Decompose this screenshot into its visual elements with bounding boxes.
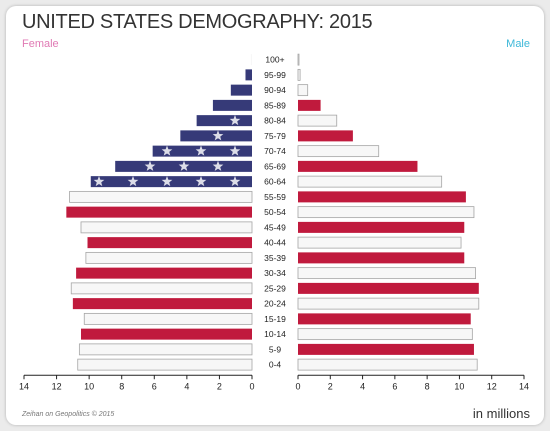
age-label: 0-4 bbox=[269, 360, 282, 370]
star-icon bbox=[195, 145, 207, 156]
chart-title: UNITED STATES DEMOGRAPHY: 2015 bbox=[22, 11, 373, 33]
bar-male-50-54 bbox=[297, 206, 475, 219]
bar-female-45-49 bbox=[80, 221, 253, 234]
age-label: 85-89 bbox=[264, 100, 286, 110]
star-icon bbox=[195, 176, 207, 187]
star-icon bbox=[93, 176, 105, 187]
bar-female-50-54 bbox=[66, 206, 252, 218]
star-icon bbox=[144, 160, 156, 171]
star-icon bbox=[127, 176, 139, 187]
tick-label-female: 14 bbox=[19, 381, 29, 391]
age-label: 45-49 bbox=[264, 222, 286, 232]
age-label: 20-24 bbox=[264, 299, 286, 309]
tick-label-male: 4 bbox=[360, 381, 365, 391]
star-icon bbox=[229, 176, 241, 187]
female-bars bbox=[66, 54, 253, 371]
bar-male-45-49 bbox=[298, 221, 465, 233]
bar-female-35-39 bbox=[85, 251, 253, 264]
age-label: 25-29 bbox=[264, 283, 286, 293]
bar-female-30-34 bbox=[76, 267, 252, 279]
source-credit: Zeihan on Geopolitics © 2015 bbox=[22, 411, 115, 418]
star-icon bbox=[161, 145, 173, 156]
tick-label-male: 2 bbox=[328, 381, 333, 391]
x-axes: 14 14 12 12 10 10 8 8 6 6 4 4 2 2 0 0 bbox=[19, 374, 529, 391]
x-axis-label: in millions bbox=[472, 406, 530, 421]
age-label: 55-59 bbox=[264, 192, 286, 202]
bar-male-70-74 bbox=[297, 145, 380, 158]
bar-male-5-9 bbox=[298, 343, 474, 355]
age-label: 80-84 bbox=[264, 116, 286, 126]
tick-label-male: 12 bbox=[487, 381, 497, 391]
age-label: 65-69 bbox=[264, 161, 286, 171]
bar-male-85-89 bbox=[298, 99, 321, 111]
bar-female-90-94 bbox=[230, 84, 252, 96]
bar-female-5-9 bbox=[78, 343, 253, 356]
bar-female-100+ bbox=[250, 54, 252, 66]
age-label: 60-64 bbox=[264, 177, 286, 187]
age-label: 15-19 bbox=[264, 314, 286, 324]
age-label: 90-94 bbox=[264, 85, 286, 95]
legend-male: Male bbox=[506, 38, 530, 50]
star-icon bbox=[212, 130, 224, 141]
star-icon bbox=[161, 176, 173, 187]
age-label: 95-99 bbox=[264, 70, 286, 80]
tick-label-female: 12 bbox=[52, 381, 62, 391]
tick-label-male: 10 bbox=[454, 381, 464, 391]
tick-label-female: 0 bbox=[249, 381, 254, 391]
bar-male-75-79 bbox=[298, 130, 353, 142]
bar-male-35-39 bbox=[298, 252, 465, 264]
tick-label-male: 8 bbox=[425, 381, 430, 391]
bar-male-0-4 bbox=[297, 358, 478, 371]
tick-label-female: 10 bbox=[84, 381, 94, 391]
bar-female-25-29 bbox=[70, 282, 253, 295]
age-label: 5-9 bbox=[269, 344, 282, 354]
star-icon bbox=[229, 115, 241, 126]
age-label: 40-44 bbox=[264, 238, 286, 248]
bar-male-30-34 bbox=[297, 267, 476, 280]
age-label: 50-54 bbox=[264, 207, 286, 217]
legend-female: Female bbox=[22, 38, 59, 50]
tick-label-female: 2 bbox=[217, 381, 222, 391]
star-icon bbox=[212, 160, 224, 171]
bar-male-90-94 bbox=[297, 84, 309, 97]
age-label: 100+ bbox=[265, 55, 284, 65]
age-label: 10-14 bbox=[264, 329, 286, 339]
age-group-labels: 100+ 95-99 90-94 85-89 80-84 75-79 70-74 65-69 6… bbox=[264, 55, 286, 370]
star-icon bbox=[178, 160, 190, 171]
tick-label-female: 6 bbox=[152, 381, 157, 391]
tick-label-male: 0 bbox=[295, 381, 300, 391]
bar-male-15-19 bbox=[298, 313, 471, 325]
tick-label-male: 14 bbox=[519, 381, 529, 391]
age-label: 30-34 bbox=[264, 268, 286, 278]
bar-female-10-14 bbox=[81, 328, 252, 340]
age-label: 70-74 bbox=[264, 146, 286, 156]
age-label: 75-79 bbox=[264, 131, 286, 141]
bar-male-40-44 bbox=[297, 236, 462, 249]
bar-female-60-64 bbox=[90, 176, 253, 188]
bar-male-10-14 bbox=[297, 328, 473, 341]
bar-male-20-24 bbox=[297, 297, 480, 310]
tick-label-female: 8 bbox=[119, 381, 124, 391]
bar-female-80-84 bbox=[196, 115, 252, 127]
bar-female-55-59 bbox=[69, 190, 253, 203]
bar-female-15-19 bbox=[83, 312, 253, 325]
bar-female-20-24 bbox=[72, 298, 252, 310]
age-label: 35-39 bbox=[264, 253, 286, 263]
bar-male-60-64 bbox=[297, 175, 443, 188]
bar-male-80-84 bbox=[297, 114, 338, 127]
bar-male-65-69 bbox=[298, 160, 418, 172]
bar-male-95-99 bbox=[297, 68, 301, 81]
bar-male-55-59 bbox=[298, 191, 466, 203]
bar-female-85-89 bbox=[212, 99, 252, 111]
bar-male-25-29 bbox=[298, 282, 479, 294]
star-icon bbox=[229, 145, 241, 156]
bar-female-95-99 bbox=[245, 69, 252, 81]
tick-label-male: 6 bbox=[392, 381, 397, 391]
tick-label-female: 4 bbox=[184, 381, 189, 391]
bar-male-100+ bbox=[297, 53, 300, 66]
bar-female-40-44 bbox=[87, 237, 252, 249]
male-bars bbox=[297, 53, 480, 371]
bar-female-0-4 bbox=[77, 358, 253, 371]
